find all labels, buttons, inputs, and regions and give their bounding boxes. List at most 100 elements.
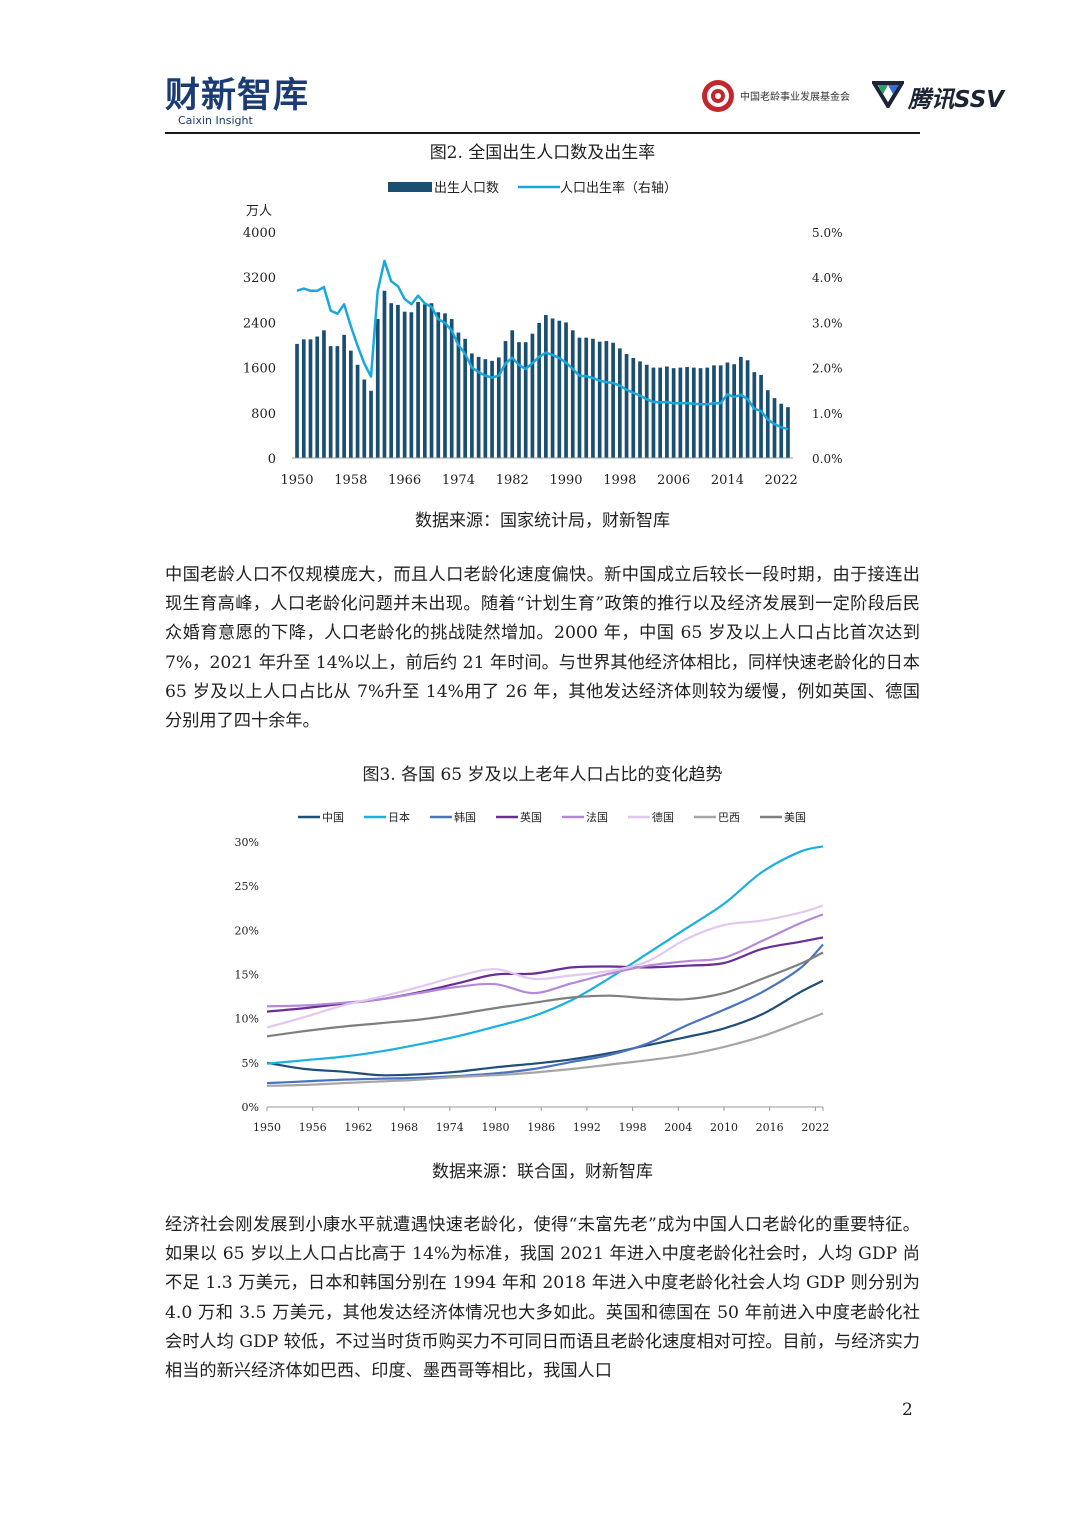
x-tick-label: 2022 xyxy=(765,473,798,488)
y-right-tick-label: 3.0% xyxy=(812,316,843,330)
x-tick-label: 1974 xyxy=(436,1121,464,1134)
birth-bar xyxy=(644,364,649,458)
y-left-tick-label: 3200 xyxy=(243,271,276,286)
series-line-korea xyxy=(266,943,824,1085)
legend-label-uk: 英国 xyxy=(520,810,542,824)
birth-bar xyxy=(685,367,689,458)
paragraph-aging-speed: 中国老龄人口不仅规模庞大，而且人口老龄化速度偏快。新中国成立后较长一段时期，由于… xyxy=(165,565,920,732)
birth-bar xyxy=(503,341,508,458)
birth-bar xyxy=(739,356,743,458)
birth-bar xyxy=(348,350,353,458)
birth-bar xyxy=(658,367,663,458)
series-line-usa xyxy=(266,951,824,1038)
x-tick-label: 1992 xyxy=(573,1121,601,1134)
birth-bar xyxy=(678,367,683,458)
y-right-tick-label: 2.0% xyxy=(812,362,843,376)
figure2-title: 图2. 全国出生人口数及出生率 xyxy=(429,143,656,163)
birth-bar xyxy=(335,346,340,458)
birth-bar xyxy=(463,338,468,458)
birth-bar xyxy=(591,338,595,458)
birth-bar xyxy=(402,311,407,458)
birth-bar xyxy=(322,330,326,458)
legend-label-germany: 德国 xyxy=(652,810,674,824)
series-line-china xyxy=(266,979,824,1077)
y-left-tick-label: 800 xyxy=(251,407,276,422)
legend-label-korea: 韩国 xyxy=(454,810,476,824)
x-tick-label: 1962 xyxy=(344,1121,372,1134)
birth-rate-line xyxy=(296,259,789,431)
birth-chart: 出生人口数 人口出生率（右轴） 万人 0 800 1600 2400 3200 4000 0.0%… xyxy=(243,180,843,488)
aging-chart: 中国 日本 韩国 英国 法国 德国 巴西 美国 0% 5% 10% 15% 20% 25% 30% 1950 1… xyxy=(235,810,830,1134)
birth-bar xyxy=(362,379,367,458)
birth-bar xyxy=(732,364,737,458)
birth-bar xyxy=(570,330,575,458)
y-left-tick-label: 4000 xyxy=(243,226,276,241)
birth-bar xyxy=(725,362,730,458)
legend-label-usa: 美国 xyxy=(784,811,806,824)
legend-label-japan: 日本 xyxy=(388,810,410,824)
birth-bar xyxy=(429,303,434,458)
birth-bar xyxy=(671,368,676,458)
y-right-tick-label: 0.0% xyxy=(812,452,843,466)
birth-bar xyxy=(355,364,360,458)
y-tick-label: 15% xyxy=(235,969,259,982)
x-tick-label: 1974 xyxy=(442,473,475,488)
birth-bar xyxy=(786,407,790,458)
birth-bar xyxy=(396,304,400,458)
figure3-source: 数据来源：联合国，财新智库 xyxy=(432,1162,653,1182)
figure3-title: 图3. 各国 65 岁及以上老年人口占比的变化趋势 xyxy=(362,765,723,785)
series-line-brazil xyxy=(266,1012,824,1087)
page-number: 2 xyxy=(902,1400,913,1420)
tencent-ssv-logo-icon xyxy=(872,81,904,108)
birth-bar xyxy=(759,374,763,458)
birth-bar xyxy=(436,312,441,458)
birth-bar xyxy=(779,403,784,458)
x-tick-label: 1958 xyxy=(334,473,367,488)
birth-bar xyxy=(544,315,548,458)
x-tick-label: 1950 xyxy=(280,473,313,488)
birth-bar xyxy=(295,343,299,458)
birth-bar xyxy=(422,304,427,458)
birth-bar xyxy=(328,346,333,458)
x-tick-label: 1986 xyxy=(527,1121,555,1134)
birth-bar xyxy=(718,365,723,458)
birth-bar xyxy=(375,319,380,458)
birth-bar xyxy=(517,342,521,458)
birth-bar xyxy=(510,330,515,458)
x-tick-label: 1982 xyxy=(496,473,529,488)
birth-bar xyxy=(470,353,474,458)
y-tick-label: 20% xyxy=(235,924,259,937)
x-tick-label: 2014 xyxy=(711,473,744,488)
birth-bar xyxy=(597,341,602,458)
birth-bar xyxy=(483,359,488,458)
foundation-name: 中国老龄事业发展基金会 xyxy=(740,92,850,103)
birth-bar xyxy=(369,390,373,458)
birth-bar xyxy=(624,354,629,458)
x-tick-label: 2016 xyxy=(756,1121,784,1134)
birth-bar xyxy=(382,290,387,458)
birth-bar xyxy=(416,302,420,458)
birth-bar xyxy=(550,318,555,458)
birth-bar xyxy=(638,361,642,458)
y-tick-label: 10% xyxy=(235,1013,259,1026)
x-tick-label: 1950 xyxy=(253,1121,281,1134)
figure2-source: 数据来源：国家统计局，财新智库 xyxy=(415,511,670,531)
birth-bar xyxy=(496,357,501,458)
tencent-ssv-logo: 腾讯SSV xyxy=(908,87,1005,113)
x-tick-label: 1998 xyxy=(619,1121,647,1134)
legend-label-france: 法国 xyxy=(586,810,608,824)
series-line-germany xyxy=(266,904,824,1029)
series-line-france xyxy=(266,913,824,1008)
x-tick-label: 1956 xyxy=(299,1121,327,1134)
birth-bar xyxy=(604,341,609,458)
birth-bar xyxy=(665,366,669,458)
birth-bar xyxy=(443,313,447,458)
birth-bar xyxy=(617,348,622,458)
birth-bar xyxy=(449,319,454,458)
legend-line-label: 人口出生率（右轴） xyxy=(560,180,677,196)
y-tick-label: 30% xyxy=(235,836,259,849)
birth-bar xyxy=(564,322,568,458)
birth-bar xyxy=(712,365,716,458)
birth-bar xyxy=(342,334,346,458)
birth-bar xyxy=(490,360,494,458)
